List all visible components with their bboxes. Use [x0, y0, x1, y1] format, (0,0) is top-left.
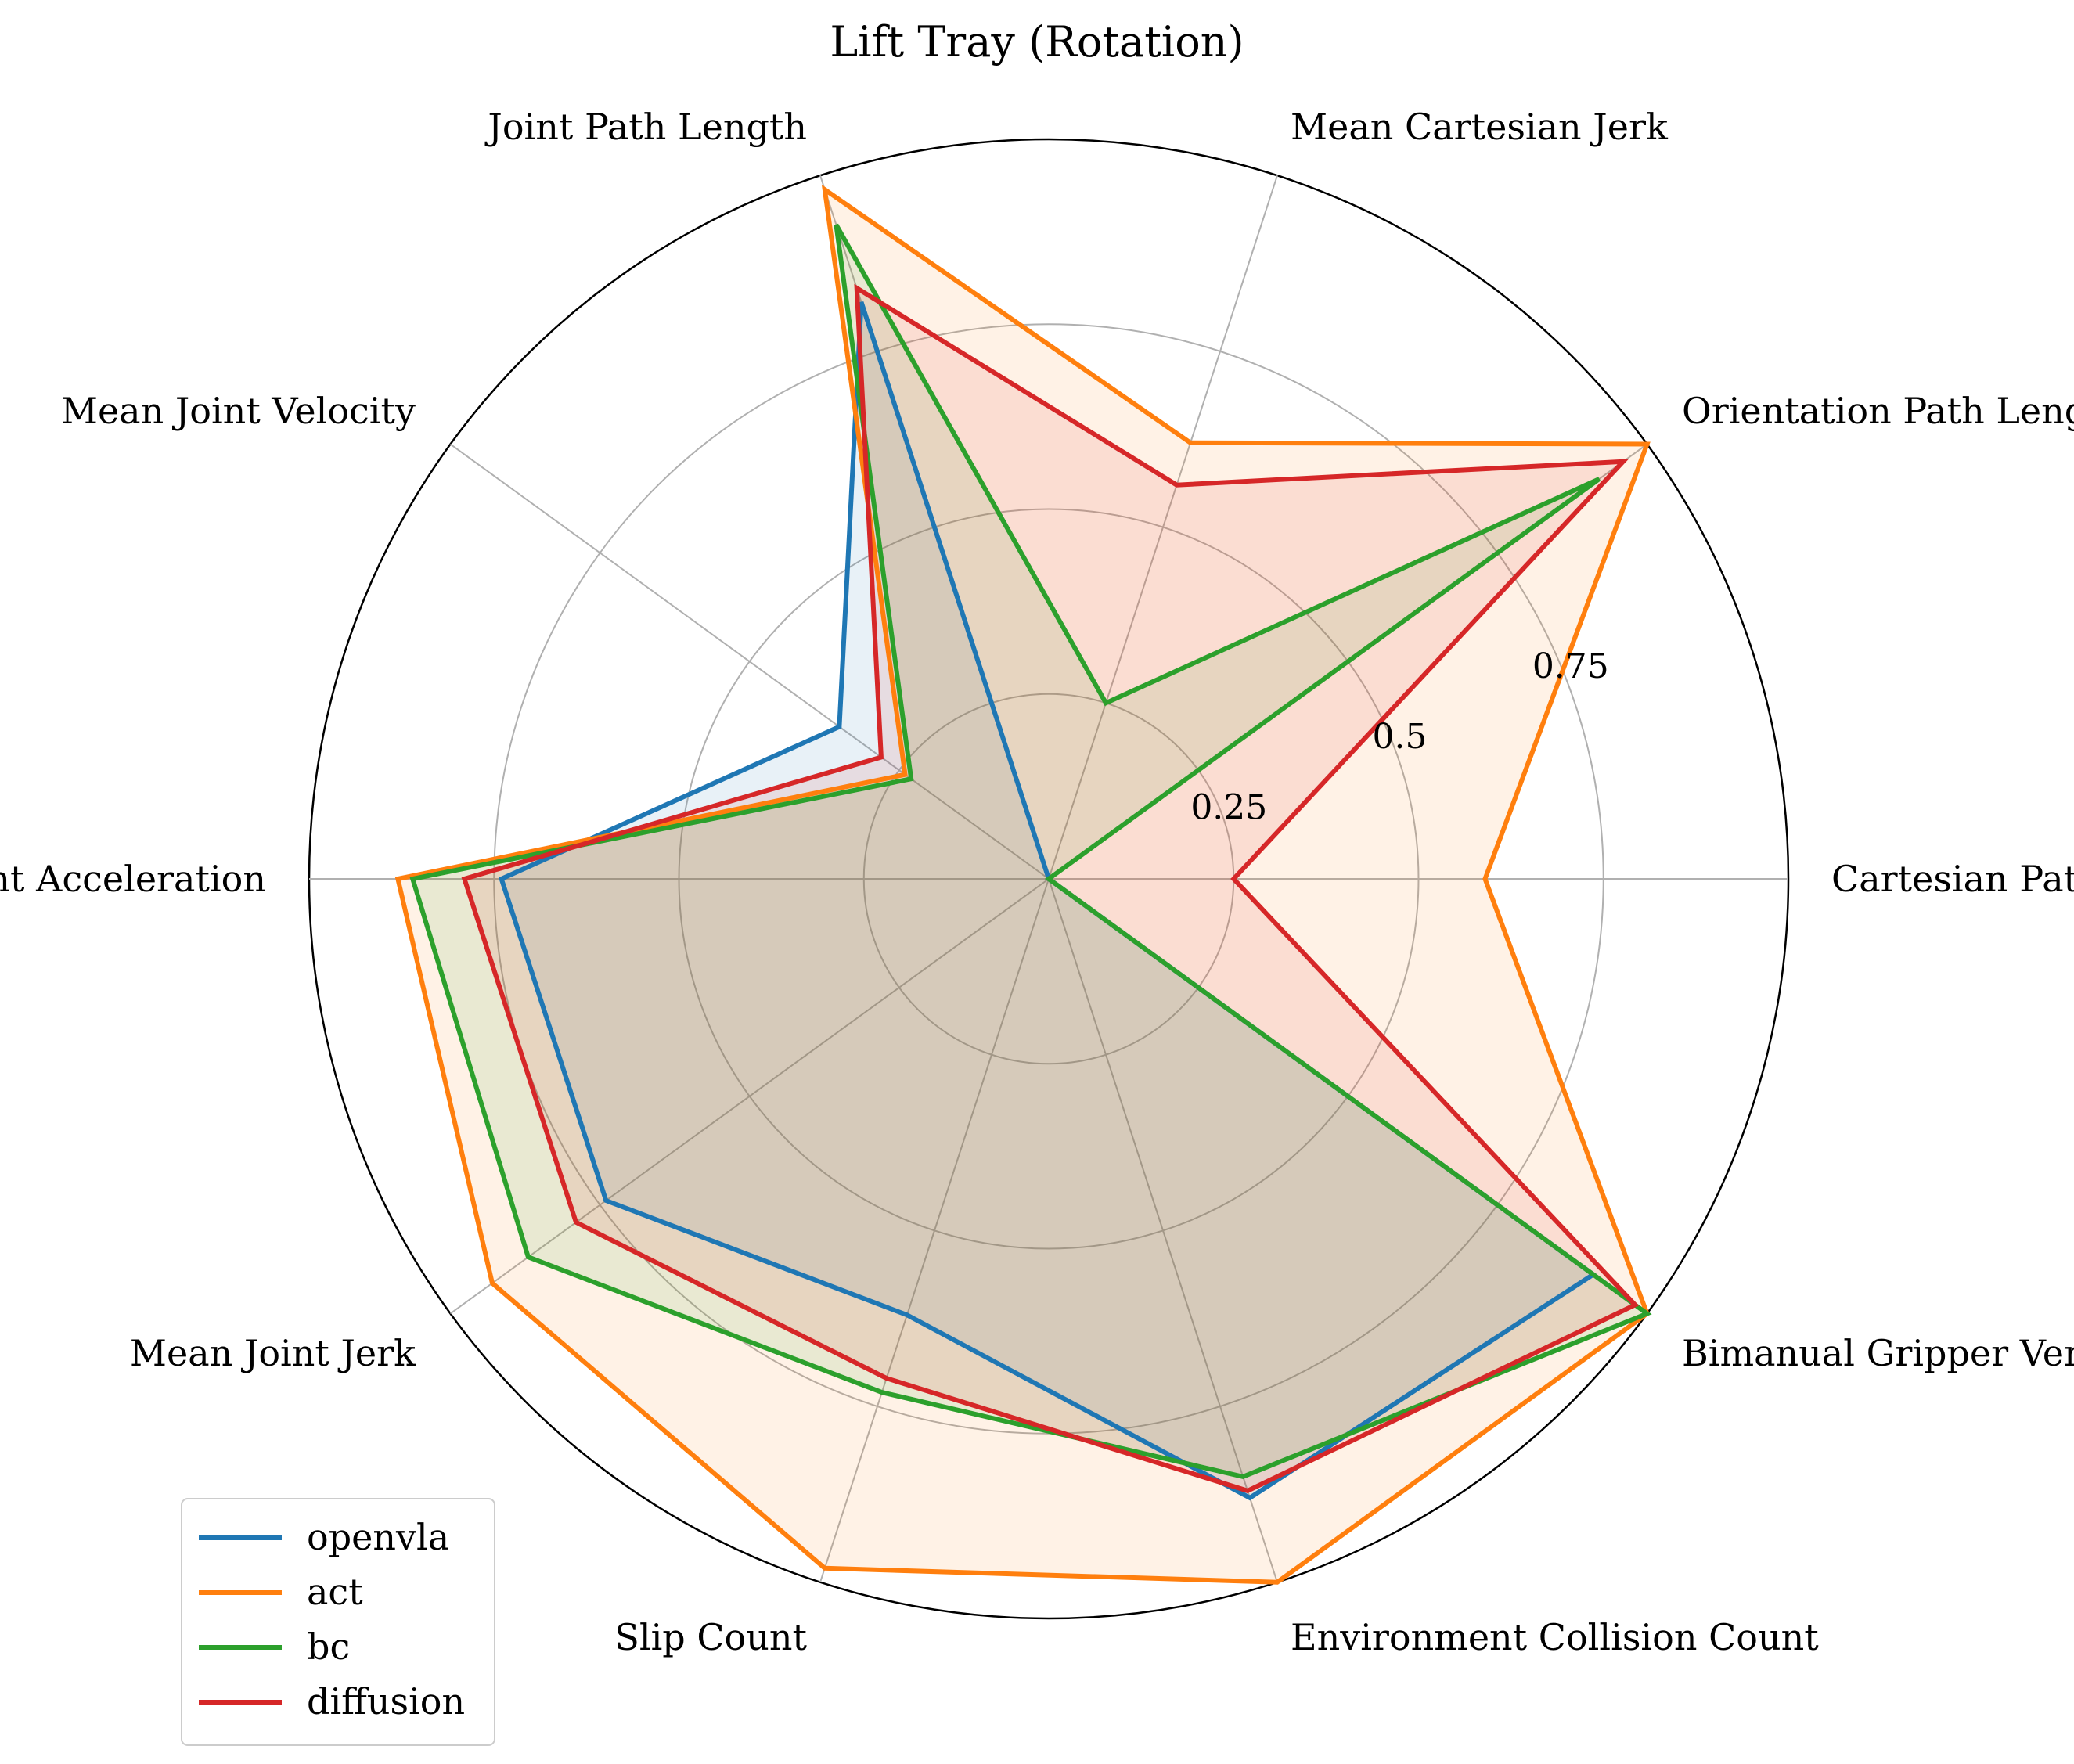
series-area-openvla: [501, 302, 1593, 1498]
legend-label: bc: [307, 1625, 350, 1668]
radar-spoke: [819, 878, 1050, 1583]
chart-title: Lift Tray (Rotation): [830, 17, 1244, 67]
radar-spoke: [449, 878, 1050, 1315]
series-area-act: [398, 189, 1647, 1582]
radial-tick-label: 0.25: [1190, 788, 1267, 828]
radial-tick-label: 0.75: [1532, 646, 1609, 686]
radar-grid: [308, 138, 1790, 1620]
axis-label: Orientation Path Length: [1682, 390, 2074, 432]
radar-spoke: [1048, 878, 1278, 1583]
legend: openvla act bc diffusion: [181, 1498, 495, 1746]
radial-tick-label: 0.5: [1373, 717, 1428, 757]
series-line-bc: [409, 223, 1652, 1480]
axis-label: Mean Joint Jerk: [130, 1332, 416, 1374]
axis-label: Slip Count: [614, 1616, 807, 1658]
axis-label: Joint Path Length: [484, 106, 807, 148]
series-area-diffusion: [464, 288, 1636, 1491]
series-line-act: [394, 184, 1651, 1585]
axis-label: Mean Joint Acceleration: [0, 858, 266, 900]
radial-tick-labels: 0.25 0.5 0.75: [1190, 646, 1608, 828]
legend-label: diffusion: [307, 1680, 465, 1723]
axis-label: Cartesian Path Length: [1831, 858, 2074, 900]
axis-label: Bimanual Gripper Vertical Difference: [1682, 1332, 2074, 1374]
series-line-diffusion: [461, 283, 1640, 1494]
legend-label: act: [307, 1571, 363, 1613]
axis-label: Mean Joint Velocity: [61, 390, 416, 432]
radar-spoke: [449, 443, 1050, 880]
legend-label: openvla: [307, 1516, 449, 1558]
radar-spoke: [1048, 175, 1278, 880]
series-layer: [394, 184, 1652, 1585]
axis-label: Mean Cartesian Jerk: [1291, 106, 1669, 148]
legend-box: [181, 1498, 495, 1746]
axis-label: Environment Collision Count: [1291, 1616, 1819, 1658]
axis-labels: Cartesian Path Length Orientation Path Le…: [0, 106, 2074, 1658]
series-area-bc: [412, 225, 1647, 1477]
series-line-openvla: [499, 301, 1597, 1501]
